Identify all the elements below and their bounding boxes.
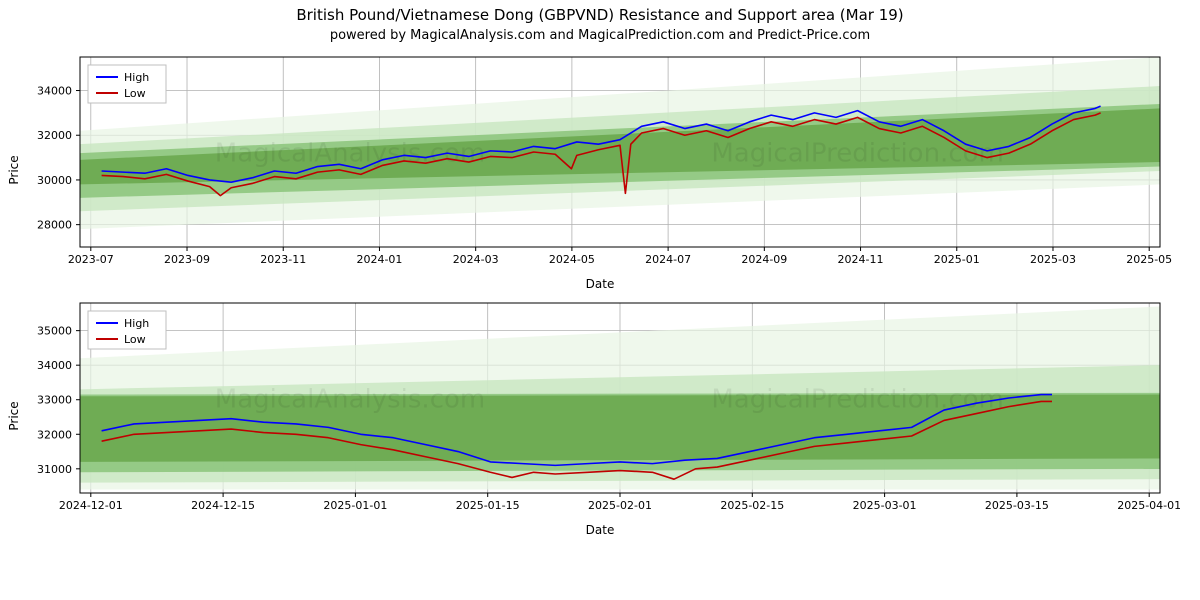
svg-text:2024-01: 2024-01: [356, 253, 402, 266]
svg-text:2024-12-15: 2024-12-15: [191, 499, 255, 512]
svg-text:2025-02-01: 2025-02-01: [588, 499, 652, 512]
svg-text:MagicalPrediction.com: MagicalPrediction.com: [711, 139, 1004, 169]
svg-text:33000: 33000: [37, 394, 72, 407]
svg-text:2023-07: 2023-07: [68, 253, 114, 266]
svg-text:MagicalAnalysis.com: MagicalAnalysis.com: [215, 385, 485, 415]
svg-text:Low: Low: [124, 333, 146, 346]
svg-text:High: High: [124, 71, 149, 84]
svg-text:2025-04-01: 2025-04-01: [1117, 499, 1180, 512]
svg-text:2024-09: 2024-09: [741, 253, 787, 266]
bottom-chart: Price 2024-12-012024-12-152025-01-012025…: [20, 295, 1180, 537]
svg-text:2025-03-01: 2025-03-01: [853, 499, 917, 512]
top-chart-ylabel: Price: [7, 155, 21, 184]
svg-text:30000: 30000: [37, 174, 72, 187]
svg-text:2024-05: 2024-05: [549, 253, 595, 266]
svg-text:2023-11: 2023-11: [260, 253, 306, 266]
svg-text:2025-02-15: 2025-02-15: [720, 499, 784, 512]
chart-title: British Pound/Vietnamese Dong (GBPVND) R…: [0, 0, 1200, 24]
bottom-chart-ylabel: Price: [7, 401, 21, 430]
svg-text:High: High: [124, 317, 149, 330]
svg-text:34000: 34000: [37, 85, 72, 98]
top-chart-svg: 2023-07 2023-09 2023-11 2024-01 2024-03 2024-…: [20, 49, 1180, 275]
svg-text:MagicalPrediction.com: MagicalPrediction.com: [711, 385, 1004, 415]
svg-text:2024-11: 2024-11: [838, 253, 884, 266]
svg-text:35000: 35000: [37, 325, 72, 338]
svg-text:Low: Low: [124, 87, 146, 100]
chart-subtitle: powered by MagicalAnalysis.com and Magic…: [0, 24, 1200, 49]
svg-text:31000: 31000: [37, 463, 72, 476]
svg-text:2025-05: 2025-05: [1126, 253, 1172, 266]
svg-text:2024-07: 2024-07: [645, 253, 691, 266]
svg-text:34000: 34000: [37, 359, 72, 372]
bottom-chart-svg: 2024-12-01 2024-12-15 2025-01-01 2025-01-15…: [20, 295, 1180, 521]
bottom-chart-xlabel: Date: [20, 523, 1180, 537]
top-chart: Price 2023-072023-092023-112024-012024-0…: [20, 49, 1180, 291]
svg-text:2024-03: 2024-03: [453, 253, 499, 266]
svg-text:2025-01: 2025-01: [934, 253, 980, 266]
svg-text:2025-01-01: 2025-01-01: [323, 499, 387, 512]
svg-text:32000: 32000: [37, 129, 72, 142]
svg-text:2025-03-15: 2025-03-15: [985, 499, 1049, 512]
svg-text:28000: 28000: [37, 219, 72, 232]
svg-text:2024-12-01: 2024-12-01: [59, 499, 123, 512]
svg-text:2025-03: 2025-03: [1030, 253, 1076, 266]
svg-text:32000: 32000: [37, 428, 72, 441]
svg-text:2023-09: 2023-09: [164, 253, 210, 266]
top-chart-xlabel: Date: [20, 277, 1180, 291]
svg-text:2025-01-15: 2025-01-15: [456, 499, 520, 512]
